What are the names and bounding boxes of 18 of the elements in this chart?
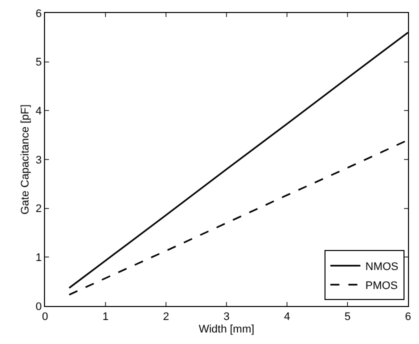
x-axis-title: Width [mm] — [198, 323, 254, 336]
x-tick-label: 4 — [284, 311, 290, 324]
x-tick-label: 2 — [162, 311, 170, 324]
y-tick-label: 0 — [36, 300, 42, 313]
x-tick-label: 5 — [344, 311, 351, 324]
y-tick-label: 3 — [36, 154, 42, 166]
legend-label: NMOS — [365, 260, 398, 273]
y-tick-label: 2 — [36, 203, 42, 216]
y-tick-label: 4 — [36, 106, 42, 118]
y-tick-label: 1 — [36, 252, 42, 264]
x-tick-label: 1 — [102, 311, 109, 324]
x-tick-label: 6 — [404, 311, 412, 324]
y-axis-title: Gate Capacitance [pF] — [19, 104, 32, 215]
x-tick-label: 3 — [223, 311, 230, 324]
y-tick-label: 5 — [36, 56, 42, 69]
legend-label: PMOS — [365, 280, 398, 292]
y-tick-label: 6 — [36, 8, 42, 20]
line-series — [68, 139, 408, 296]
